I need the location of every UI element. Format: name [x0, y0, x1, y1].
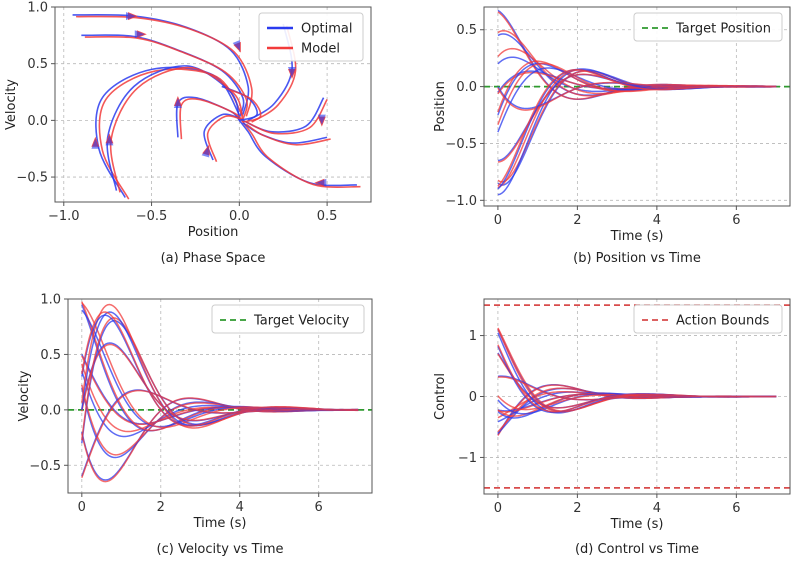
direction-arrow [126, 12, 138, 21]
x-tick-label: 2 [157, 500, 165, 515]
model-trajectory [76, 15, 253, 117]
x-tick-label: 0 [494, 501, 502, 516]
x-axis-label: Time (s) [610, 517, 664, 532]
model-curve [81, 311, 359, 427]
model-curve [497, 328, 777, 413]
y-tick-label: −0.5 [16, 171, 48, 186]
optimal-curve [497, 352, 777, 409]
legend: Action Bounds [633, 304, 783, 334]
x-tick-label: −1.0 [48, 209, 80, 224]
x-tick-label: 2 [573, 501, 581, 516]
y-tick-label: 1 [469, 329, 477, 344]
direction-arrow [288, 67, 296, 80]
direction-arrow [232, 40, 241, 53]
panel-caption: (d) Control vs Time [575, 542, 699, 557]
y-tick-label: 1.0 [27, 1, 48, 16]
x-tick-label: 4 [653, 213, 661, 228]
y-axis-label: Control [433, 373, 448, 420]
plot-frame [54, 6, 372, 203]
x-axis-label: Position [188, 225, 239, 240]
x-tick-label: −0.5 [136, 209, 168, 224]
model-curve [497, 344, 777, 413]
optimal-trajectory [106, 65, 241, 191]
y-axis-label: Velocity [17, 370, 32, 421]
x-axis-label: Time (s) [610, 229, 664, 244]
legend-label: Optimal [301, 22, 352, 37]
y-tick-label: 0.5 [456, 23, 477, 38]
y-tick-label: 0 [469, 390, 477, 405]
x-tick-label: 4 [653, 501, 661, 516]
panel-control: 0 2 4 6 −1 0 1 Time (s) Control (d) Control vs Ti… [433, 298, 791, 557]
y-tick-label: −0.5 [445, 137, 477, 152]
y-axis-label: Position [433, 81, 448, 132]
x-tick-label: 0.0 [229, 209, 250, 224]
panel-caption: (a) Phase Space [161, 251, 266, 266]
y-tick-label: 0.0 [27, 114, 48, 129]
panel-caption: (b) Position vs Time [573, 251, 701, 266]
optimal-trajectory [72, 13, 250, 115]
legend-label: Model [301, 42, 340, 57]
y-tick-label: 0.0 [456, 80, 477, 95]
x-tick-label: 6 [315, 500, 323, 515]
direction-arrow [314, 178, 327, 187]
panel-caption: (c) Velocity vs Time [157, 542, 284, 557]
x-tick-label: 2 [573, 213, 581, 228]
model-trajectory [84, 35, 248, 121]
model-trajectory [206, 115, 244, 163]
direction-arrow [201, 144, 210, 158]
model-trajectory [179, 97, 244, 140]
y-tick-label: −1.0 [445, 194, 477, 209]
panel-position: 0 2 4 6 −1.0 −0.5 0.0 0.5 Time (s) Position (b) Po… [433, 6, 791, 266]
model-trajectory [242, 121, 361, 188]
direction-arrow [134, 30, 147, 39]
x-axis-label: Time (s) [193, 516, 247, 531]
model-curve [497, 69, 777, 187]
plot-frame [483, 6, 791, 207]
model-trajectory [246, 98, 328, 135]
direction-arrow [105, 133, 114, 146]
y-tick-label: 0.0 [40, 403, 61, 418]
legend-box [211, 304, 365, 334]
legend: Optimal Model [258, 12, 364, 62]
panel-velocity: 0 2 4 6 −0.5 0.0 0.5 1.0 Time (s) Velocity (c) Vel… [17, 293, 373, 557]
model-trajectory [224, 87, 262, 123]
legend-label: Target Position [675, 22, 771, 37]
y-tick-label: 1.0 [40, 293, 61, 308]
legend: Target Position [633, 12, 783, 42]
legend-box [633, 304, 783, 334]
optimal-curve [81, 320, 359, 444]
legend-box [633, 12, 783, 42]
x-tick-label: 6 [732, 213, 740, 228]
direction-arrow [173, 95, 182, 108]
model-trajectory [245, 123, 331, 146]
legend-label: Target Velocity [253, 314, 350, 329]
legend: Target Velocity [211, 304, 365, 334]
x-tick-label: 6 [732, 501, 740, 516]
y-tick-label: 0.5 [40, 348, 61, 363]
y-tick-label: −0.5 [29, 459, 61, 474]
y-axis-label: Velocity [4, 79, 19, 130]
plot-area [68, 301, 372, 483]
model-trajectory [98, 68, 244, 200]
direction-arrow [317, 114, 326, 127]
x-tick-label: 0 [78, 500, 86, 515]
plot-area [72, 12, 361, 200]
panel-phase: −1.0 −0.5 0.0 0.5 −0.5 0.0 0.5 1.0 Position Veloc… [4, 1, 372, 266]
direction-arrow [91, 136, 100, 149]
y-tick-label: 0.5 [27, 57, 48, 72]
plot-area [484, 304, 790, 489]
legend-label: Action Bounds [676, 314, 769, 329]
x-tick-label: 0 [494, 213, 502, 228]
plot-frame [67, 298, 373, 494]
x-tick-label: 4 [236, 500, 244, 515]
plot-area [484, 9, 790, 196]
y-tick-label: −1 [458, 451, 477, 466]
x-tick-label: 0.5 [317, 209, 338, 224]
